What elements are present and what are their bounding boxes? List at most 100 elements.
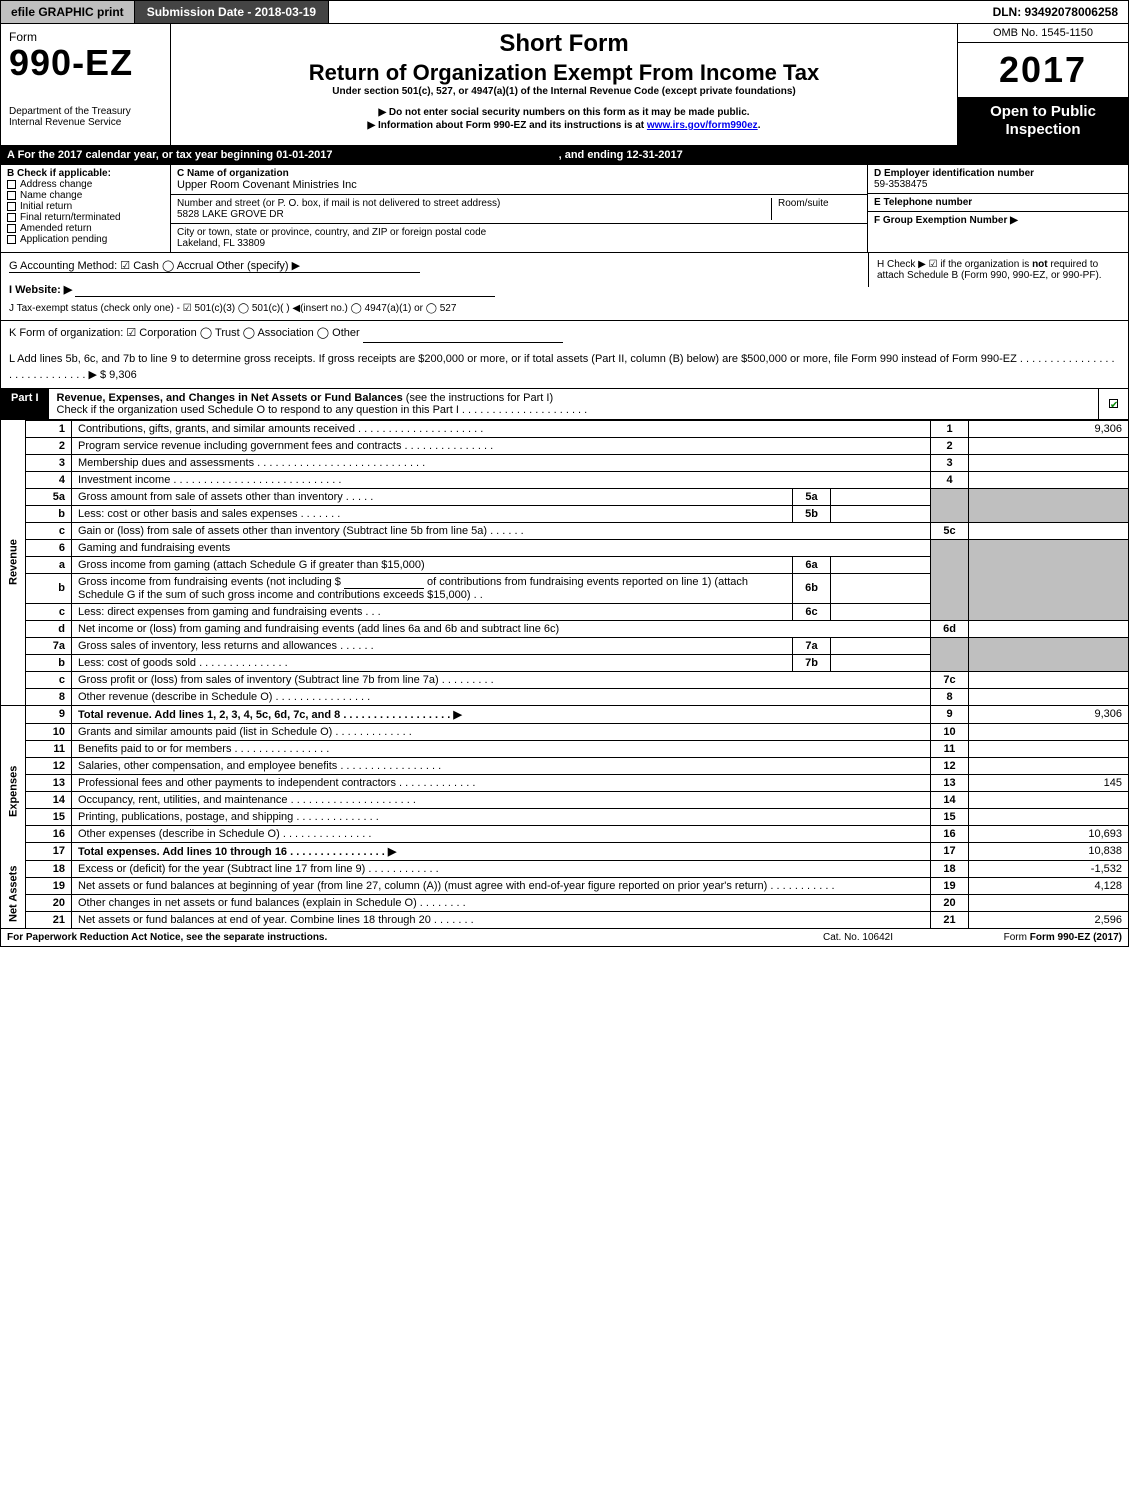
col-b-title: B Check if applicable: — [7, 168, 164, 179]
return-title: Return of Organization Exempt From Incom… — [177, 60, 951, 86]
line-num: 6 — [26, 539, 72, 556]
part-1-check-line: Check if the organization used Schedule … — [57, 404, 588, 416]
checkbox-label: Address change — [20, 179, 92, 190]
checkbox-address-change[interactable]: Address change — [7, 179, 164, 190]
line-20: 20Other changes in net assets or fund ba… — [1, 894, 1129, 911]
line-amount — [969, 757, 1129, 774]
line-amount: 2,596 — [969, 911, 1129, 928]
line-15: 15Printing, publications, postage, and s… — [1, 808, 1129, 825]
line-num: 12 — [26, 757, 72, 774]
line-num: 8 — [26, 688, 72, 705]
line-text: Less: direct expenses from gaming and fu… — [72, 603, 793, 620]
line-text: Total revenue. Add lines 1, 2, 3, 4, 5c,… — [72, 705, 931, 723]
line-box: 3 — [931, 454, 969, 471]
line-num: b — [26, 505, 72, 522]
checkbox-name-change[interactable]: Name change — [7, 190, 164, 201]
line-num: c — [26, 522, 72, 539]
mini-box: 7a — [793, 637, 831, 654]
line-box: 2 — [931, 437, 969, 454]
line-num: b — [26, 573, 72, 603]
info-text: ▶ Information about Form 990-EZ and its … — [177, 120, 951, 131]
line-amount — [969, 454, 1129, 471]
expenses-side-label: Expenses — [1, 723, 26, 860]
line-amount — [969, 723, 1129, 740]
line-text: Salaries, other compensation, and employ… — [72, 757, 931, 774]
line-num: c — [26, 671, 72, 688]
line-11: 11Benefits paid to or for members . . . … — [1, 740, 1129, 757]
ein-value: 59-3538475 — [874, 179, 1122, 190]
header-left: Form 990-EZ Department of the Treasury I… — [1, 24, 171, 145]
open-to-public: Open to Public Inspection — [958, 97, 1128, 145]
line-text: Gross amount from sale of assets other t… — [72, 488, 793, 505]
line-4: 4 Investment income . . . . . . . . . . … — [1, 471, 1129, 488]
line-text: Professional fees and other payments to … — [72, 774, 931, 791]
line-num: 20 — [26, 894, 72, 911]
line-l-amount: 9,306 — [109, 369, 137, 381]
checkbox-label: Initial return — [20, 201, 72, 212]
line-box: 18 — [931, 860, 969, 877]
telephone-block: E Telephone number — [868, 193, 1128, 211]
line-box: 8 — [931, 688, 969, 705]
mini-box: 7b — [793, 654, 831, 671]
checkbox-final-return[interactable]: Final return/terminated — [7, 212, 164, 223]
line-1: Revenue 1 Contributions, gifts, grants, … — [1, 420, 1129, 437]
dln-number: DLN: 93492078006258 — [983, 1, 1128, 23]
line-box: 17 — [931, 842, 969, 860]
line-box: 5c — [931, 522, 969, 539]
checkbox-amended-return[interactable]: Amended return — [7, 223, 164, 234]
line-12: 12Salaries, other compensation, and empl… — [1, 757, 1129, 774]
mini-amount — [831, 488, 931, 505]
line-k-text: K Form of organization: ☑ Corporation ◯ … — [9, 327, 360, 339]
checkbox-label: Amended return — [20, 223, 92, 234]
mini-amount — [831, 505, 931, 522]
irs-link[interactable]: www.irs.gov/form990ez — [647, 120, 758, 131]
line-13: 13Professional fees and other payments t… — [1, 774, 1129, 791]
checkbox-label: Final return/terminated — [20, 212, 121, 223]
line-text: Less: cost of goods sold . . . . . . . .… — [72, 654, 793, 671]
line-text: Occupancy, rent, utilities, and maintena… — [72, 791, 931, 808]
efile-print-button[interactable]: efile GRAPHIC print — [1, 1, 135, 23]
top-bar: efile GRAPHIC print Submission Date - 20… — [0, 0, 1129, 24]
line-num: 10 — [26, 723, 72, 740]
info-prefix: ▶ Information about Form 990-EZ and its … — [368, 120, 647, 131]
mini-box: 6b — [793, 573, 831, 603]
line-num: 11 — [26, 740, 72, 757]
gh-row: G Accounting Method: ☑ Cash ◯ Accrual Ot… — [0, 253, 1129, 321]
part-1-checkbox[interactable] — [1098, 389, 1128, 419]
mini-amount — [831, 637, 931, 654]
form-number: 990-EZ — [9, 42, 162, 84]
line-text: Net assets or fund balances at end of ye… — [72, 911, 931, 928]
line-8: 8 Other revenue (describe in Schedule O)… — [1, 688, 1129, 705]
line-14: 14Occupancy, rent, utilities, and mainte… — [1, 791, 1129, 808]
line-box: 1 — [931, 420, 969, 437]
mini-amount — [831, 573, 931, 603]
line-5a: 5a Gross amount from sale of assets othe… — [1, 488, 1129, 505]
line-7c: c Gross profit or (loss) from sales of i… — [1, 671, 1129, 688]
checkbox-initial-return[interactable]: Initial return — [7, 201, 164, 212]
col-d-ein: D Employer identification number 59-3538… — [868, 165, 1128, 252]
form-version: Form Form 990-EZ (2017) — [958, 929, 1128, 946]
part-1-table: Revenue 1 Contributions, gifts, grants, … — [0, 420, 1129, 929]
org-name: Upper Room Covenant Ministries Inc — [177, 179, 861, 191]
line-amount — [969, 671, 1129, 688]
catalog-number: Cat. No. 10642I — [758, 929, 958, 946]
shaded-cell — [969, 488, 1129, 522]
line-box: 12 — [931, 757, 969, 774]
line-6d: d Net income or (loss) from gaming and f… — [1, 620, 1129, 637]
c-label: C Name of organization — [177, 168, 861, 179]
checkbox-application-pending[interactable]: Application pending — [7, 234, 164, 245]
paperwork-notice: For Paperwork Reduction Act Notice, see … — [1, 929, 758, 946]
part-1-desc: Revenue, Expenses, and Changes in Net As… — [49, 389, 1098, 419]
part-1-sub: (see the instructions for Part I) — [403, 392, 553, 404]
department-label: Department of the Treasury Internal Reve… — [9, 106, 162, 128]
line-text: Less: cost or other basis and sales expe… — [72, 505, 793, 522]
line-amount — [969, 620, 1129, 637]
line-text: Total expenses. Add lines 10 through 16 … — [72, 842, 931, 860]
line-amount: 9,306 — [969, 705, 1129, 723]
line-6: 6 Gaming and fundraising events — [1, 539, 1129, 556]
line-amount — [969, 808, 1129, 825]
line-num: 2 — [26, 437, 72, 454]
line-box: 20 — [931, 894, 969, 911]
line-amount: 145 — [969, 774, 1129, 791]
line-5c: c Gain or (loss) from sale of assets oth… — [1, 522, 1129, 539]
